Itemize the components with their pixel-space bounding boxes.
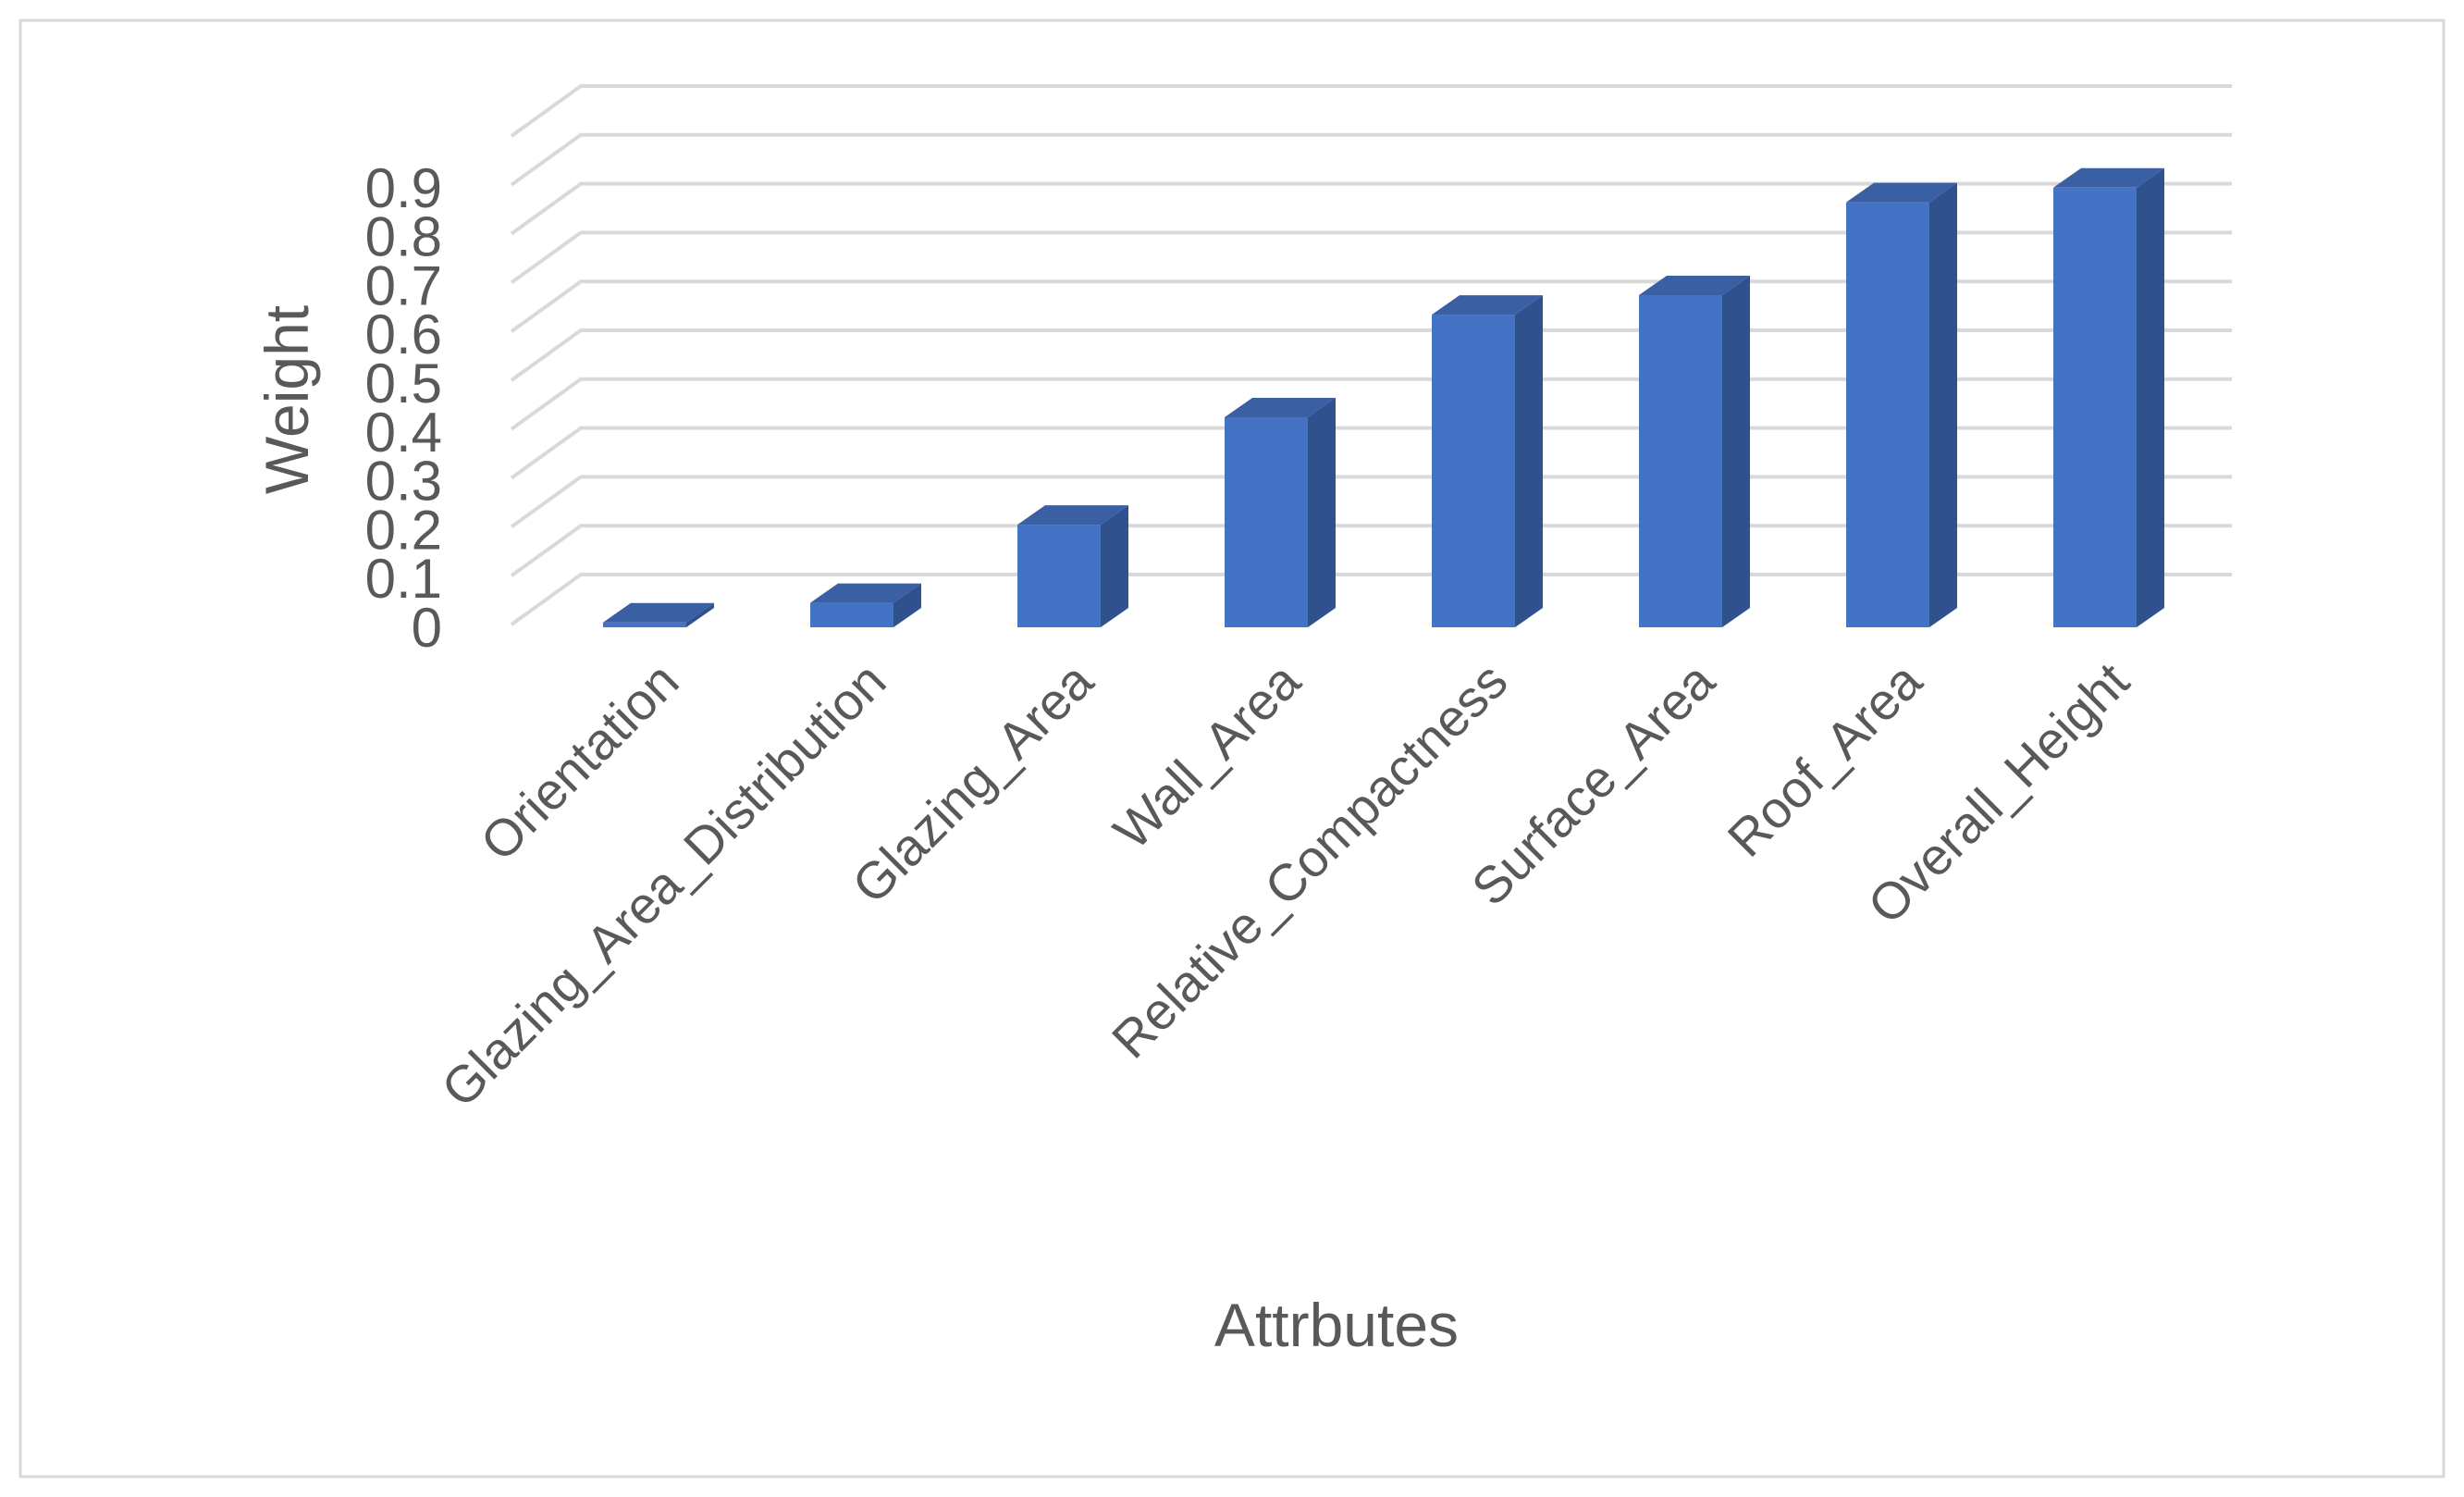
bar-top — [1225, 397, 1336, 417]
x-axis-title: Attrbutes — [1214, 1291, 1459, 1359]
bar-front — [603, 622, 686, 627]
bar-top — [603, 602, 714, 623]
gridline — [510, 84, 2232, 138]
y-tick-label: 0.4 — [365, 402, 442, 464]
bar — [1225, 397, 1336, 627]
bars — [603, 167, 2164, 628]
bar-front — [1432, 315, 1515, 627]
bar-front — [1017, 525, 1101, 627]
bar-top — [1846, 182, 1957, 203]
bar-front — [1639, 294, 1722, 627]
bar — [810, 583, 921, 627]
y-tick-label: 0.2 — [365, 499, 442, 561]
bar-front — [2053, 187, 2137, 628]
chart-frame — [18, 19, 2446, 1478]
bar-side — [893, 583, 921, 627]
y-axis-ticks: 00.10.20.30.40.50.60.70.80.9 — [365, 157, 442, 659]
y-tick-label: 0.6 — [365, 303, 442, 365]
bar-side — [1929, 182, 1957, 627]
bar-side — [1515, 295, 1543, 627]
gridline — [510, 132, 2232, 187]
bar-side — [1101, 505, 1128, 627]
y-tick-label: 0.5 — [365, 353, 442, 414]
bar-side — [2137, 167, 2164, 628]
bar — [1017, 505, 1128, 627]
y-axis-title: Weight — [253, 305, 321, 494]
gridline — [510, 230, 2232, 285]
bar-front — [1225, 416, 1308, 627]
bar-top — [810, 583, 921, 603]
bar-side — [686, 602, 714, 627]
bar-side — [1308, 397, 1336, 627]
y-tick-label: 0 — [412, 597, 442, 659]
bar-top — [1017, 505, 1128, 526]
bar — [1639, 275, 1750, 627]
bar-top — [1639, 275, 1750, 295]
bar-front — [1846, 202, 1929, 627]
bar-top — [1432, 295, 1543, 315]
bar — [603, 602, 714, 627]
bar — [1432, 295, 1543, 627]
y-tick-label: 0.3 — [365, 451, 442, 513]
y-tick-label: 0.7 — [365, 254, 442, 316]
gridline — [510, 181, 2232, 236]
bar — [1846, 182, 1957, 627]
bar-front — [810, 602, 893, 627]
y-tick-label: 0.8 — [365, 206, 442, 268]
bar-top — [2053, 167, 2164, 188]
y-tick-label: 0.1 — [365, 548, 442, 610]
y-tick-label: 0.9 — [365, 157, 442, 219]
bar — [2053, 167, 2164, 628]
bar-side — [1722, 275, 1750, 627]
